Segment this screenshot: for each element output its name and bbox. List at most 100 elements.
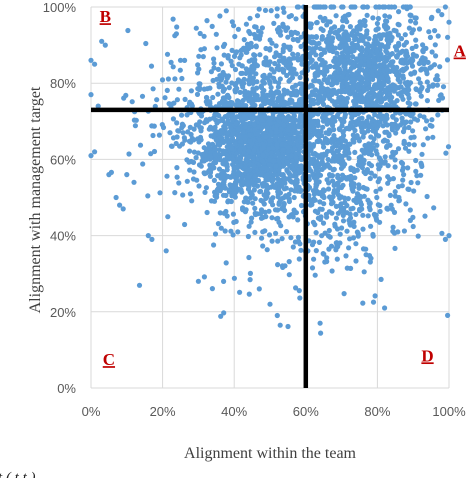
data-point	[243, 45, 249, 51]
data-point	[296, 97, 303, 104]
data-point	[419, 151, 425, 157]
data-point	[131, 179, 137, 185]
data-point	[325, 156, 331, 163]
data-point	[435, 112, 441, 118]
data-point	[396, 194, 402, 201]
data-point	[358, 202, 364, 208]
data-point	[132, 123, 138, 129]
data-point	[246, 254, 252, 261]
data-point	[340, 212, 346, 218]
data-point	[281, 55, 287, 61]
data-point	[356, 182, 362, 188]
data-point	[418, 172, 424, 178]
data-point	[333, 13, 339, 19]
data-point	[281, 67, 287, 73]
data-point	[261, 80, 267, 86]
data-point	[174, 97, 180, 103]
x-tick-label: 60%	[293, 404, 319, 419]
data-point	[414, 117, 421, 123]
data-point	[246, 58, 252, 64]
data-point	[316, 154, 322, 160]
data-point	[442, 4, 448, 10]
data-point	[445, 312, 451, 318]
data-point	[387, 96, 393, 102]
data-point	[319, 88, 325, 94]
data-point	[228, 228, 234, 234]
data-point	[375, 162, 381, 168]
data-point	[388, 154, 394, 160]
data-point	[210, 165, 216, 171]
data-point	[328, 173, 334, 179]
data-point	[378, 51, 384, 57]
data-point	[386, 133, 392, 139]
data-point	[281, 201, 287, 207]
data-point	[227, 182, 233, 188]
data-point	[188, 88, 194, 94]
data-point	[326, 180, 332, 186]
data-point	[229, 63, 235, 69]
data-point	[220, 173, 226, 179]
data-point	[282, 176, 288, 182]
data-point	[356, 38, 362, 44]
data-point	[233, 49, 240, 55]
data-point	[337, 240, 343, 246]
data-point	[312, 164, 318, 170]
data-point	[274, 142, 280, 148]
data-point	[418, 162, 425, 168]
data-point	[354, 30, 360, 37]
data-point	[182, 96, 188, 102]
data-point	[340, 218, 347, 224]
data-point	[403, 201, 409, 207]
data-point	[337, 231, 343, 237]
data-point	[206, 126, 212, 132]
data-point	[431, 205, 437, 211]
data-point	[388, 202, 394, 208]
data-point	[241, 199, 247, 205]
data-point	[92, 149, 98, 155]
data-point	[400, 177, 406, 183]
data-point	[415, 233, 421, 239]
data-point	[422, 56, 428, 62]
data-point	[186, 138, 193, 144]
data-point	[344, 88, 350, 94]
data-point	[246, 223, 252, 229]
data-point	[271, 20, 277, 26]
data-point	[357, 208, 363, 214]
data-point	[307, 156, 313, 162]
data-point	[279, 236, 285, 242]
data-point	[424, 98, 430, 104]
data-point	[333, 247, 339, 253]
data-point	[296, 288, 302, 294]
data-point	[298, 43, 304, 50]
data-point	[313, 52, 319, 58]
data-point	[231, 23, 237, 29]
data-point	[201, 33, 207, 39]
data-point	[293, 178, 299, 184]
data-point	[210, 141, 216, 147]
data-point	[331, 127, 337, 133]
data-point	[216, 141, 222, 148]
data-point	[131, 117, 137, 123]
data-point	[351, 219, 357, 225]
data-point	[211, 60, 217, 66]
data-point	[225, 73, 232, 79]
data-point	[336, 159, 342, 165]
data-point	[331, 58, 337, 64]
data-point	[360, 246, 367, 252]
data-point	[424, 118, 430, 124]
data-point	[331, 24, 338, 30]
data-point	[322, 60, 328, 66]
data-point	[410, 128, 416, 134]
data-point	[411, 188, 417, 194]
data-point	[417, 60, 423, 66]
data-point	[350, 86, 356, 93]
data-point	[321, 188, 327, 194]
data-point	[224, 153, 231, 160]
data-point	[267, 80, 273, 87]
data-point	[179, 75, 185, 82]
data-point	[233, 218, 239, 225]
data-point	[209, 286, 215, 292]
data-point	[411, 142, 417, 148]
data-point	[251, 147, 257, 154]
data-point	[154, 97, 160, 103]
